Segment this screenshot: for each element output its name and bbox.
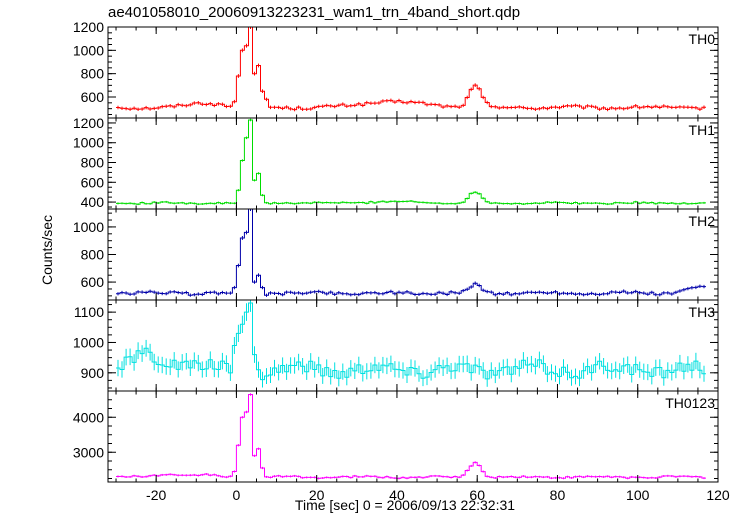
- x-tick-label: 100: [626, 487, 650, 503]
- panel-frame: [107, 390, 719, 483]
- error-bars-th2: [117, 209, 705, 297]
- x-tick-label: 0: [233, 487, 241, 503]
- series-th2: [116, 208, 706, 296]
- y-tick-label: 1000: [73, 219, 104, 235]
- x-tick-label: 60: [469, 487, 485, 503]
- panel-frame: [107, 208, 719, 301]
- y-tick-label: 600: [81, 174, 105, 190]
- error-bars-th1: [117, 118, 705, 206]
- panel-label: TH1: [689, 122, 716, 138]
- panel-th0: 600 800 1000 1200 TH0: [73, 19, 719, 119]
- error-bars-th0123: [117, 393, 705, 480]
- y-tick-label: 1000: [73, 334, 104, 350]
- panel-th1: 400 600 800 1000 1200 TH1: [73, 115, 719, 210]
- panel-th2: 600 800 1000 TH2: [73, 208, 719, 301]
- panel-label: TH2: [689, 213, 716, 229]
- series-th1: [116, 119, 706, 205]
- y-tick-label: 900: [81, 365, 105, 381]
- y-tick-label: 1200: [73, 115, 104, 131]
- y-tick-label: 3000: [73, 444, 104, 460]
- y-tick-label: 800: [81, 66, 105, 82]
- series-th0: [116, 26, 706, 111]
- y-tick-label: 400: [81, 194, 105, 210]
- x-tick-label: 120: [706, 487, 730, 503]
- y-tick-label: 1000: [73, 42, 104, 58]
- panels: 600 800 1000 1200 TH0 400 600 800 1000 1200 TH1 600…: [73, 19, 719, 483]
- panel-th0123: 3000 4000 TH0123: [73, 390, 719, 483]
- y-tick-label: 800: [81, 155, 105, 171]
- y-tick-label: 600: [81, 89, 105, 105]
- x-tick-label: 80: [550, 487, 566, 503]
- chart-title: ae401058010_20060913223231_wam1_trn_4ban…: [108, 4, 520, 21]
- panel-th3: 900 1000 1100 TH3: [73, 299, 719, 392]
- x-tick-label: -20: [146, 487, 166, 503]
- y-tick-label: 4000: [73, 409, 104, 425]
- series-th0123: [116, 394, 706, 479]
- y-tick-label: 1100: [74, 304, 104, 320]
- panel-frame: [107, 299, 719, 392]
- panel-label: TH0123: [665, 395, 715, 411]
- y-tick-label: 800: [81, 247, 105, 263]
- y-tick-label: 600: [81, 274, 105, 290]
- panel-label: TH3: [689, 304, 716, 320]
- error-bars-th0: [117, 27, 705, 112]
- panel-frame: [107, 117, 719, 210]
- x-tick-label: 20: [309, 487, 325, 503]
- y-tick-label: 1200: [73, 19, 104, 35]
- panel-label: TH0: [689, 31, 716, 47]
- y-axis-label: Counts/sec: [39, 215, 55, 285]
- x-tick-label: 40: [389, 487, 405, 503]
- error-bars-th3: [117, 300, 705, 388]
- panel-frame: [107, 26, 719, 119]
- y-tick-label: 1000: [73, 135, 104, 151]
- x-axis: -20 0 20 40 60 80 100 120: [146, 487, 730, 503]
- x-axis-label: Time [sec] 0 = 2006/09/13 22:32:31: [295, 497, 515, 513]
